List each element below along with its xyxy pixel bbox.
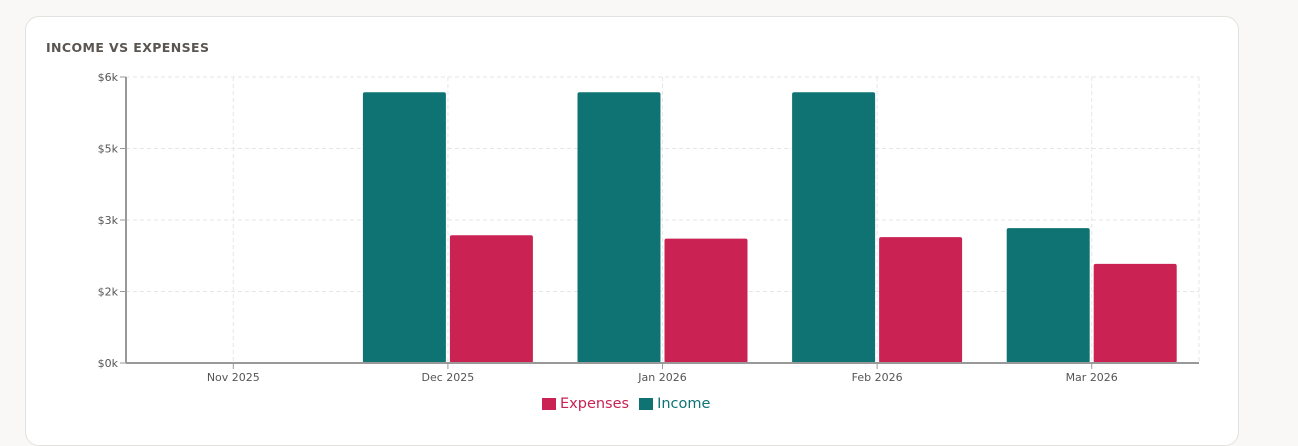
y-tick-label: $0k bbox=[98, 357, 119, 370]
legend-swatch-icon bbox=[542, 398, 556, 410]
x-tick-label: Mar 2026 bbox=[1066, 371, 1118, 384]
legend-swatch-icon bbox=[639, 398, 654, 410]
y-tick-label: $3k bbox=[98, 214, 119, 227]
y-tick-label: $6k bbox=[98, 71, 119, 84]
bar-chart: $0k $2k $3k $5k $6k Nov 2025 Dec 2025 Jan 2026 F… bbox=[98, 71, 1200, 384]
y-tick-label: $5k bbox=[98, 143, 119, 156]
x-tick-label: Dec 2025 bbox=[422, 371, 475, 384]
x-tick-label: Nov 2025 bbox=[207, 371, 260, 384]
legend-item-income[interactable]: Income bbox=[639, 396, 710, 412]
legend-label: Income bbox=[657, 396, 711, 412]
bar-income[interactable] bbox=[1006, 228, 1090, 363]
x-tick-label: Jan 2026 bbox=[637, 371, 686, 384]
card-title: INCOME VS EXPENSES bbox=[46, 40, 210, 55]
bar-expenses[interactable] bbox=[1093, 263, 1177, 363]
y-tick-label: $2k bbox=[98, 286, 119, 299]
bar-expenses[interactable] bbox=[664, 238, 748, 363]
legend-item-expenses[interactable]: Expenses bbox=[542, 396, 629, 412]
x-tick-label: Feb 2026 bbox=[852, 371, 903, 384]
bar-income[interactable] bbox=[577, 92, 661, 364]
bar-expenses[interactable] bbox=[879, 237, 963, 363]
bar-expenses[interactable] bbox=[449, 235, 533, 363]
legend-label: Expenses bbox=[560, 396, 630, 412]
bar-income[interactable] bbox=[362, 92, 446, 364]
chart-legend: Expenses Income bbox=[542, 396, 710, 412]
bar-income[interactable] bbox=[792, 92, 876, 364]
